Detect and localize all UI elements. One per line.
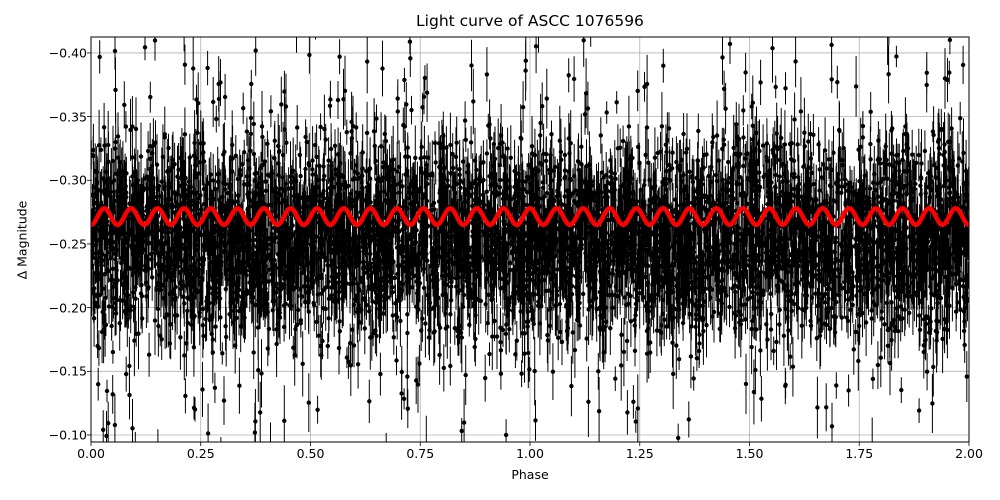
plot-frame — [90, 36, 970, 443]
y-tick-label: −0.35 — [48, 109, 87, 125]
model-curve — [91, 206, 969, 228]
x-tick-label: 1.00 — [516, 446, 544, 461]
x-tick-label: 0.00 — [77, 446, 105, 461]
y-tick-label: −0.20 — [48, 300, 87, 316]
y-tick-label: −0.40 — [48, 45, 87, 61]
data-points — [91, 37, 969, 442]
x-axis-label: Phase — [511, 467, 549, 482]
x-tick-label: 2.00 — [955, 446, 983, 461]
y-tick-label: −0.10 — [48, 427, 87, 443]
y-tick-label: −0.30 — [48, 172, 87, 188]
chart-title: Light curve of ASCC 1076596 — [416, 12, 644, 30]
x-tick-label: 0.75 — [406, 446, 435, 461]
x-tick-label: 0.50 — [296, 446, 325, 461]
y-tick-label: −0.25 — [48, 236, 87, 252]
y-axis-label: Δ Magnitude — [14, 200, 30, 280]
x-tick-label: 0.25 — [186, 446, 215, 461]
x-tick-label: 1.50 — [735, 446, 764, 461]
x-tick-label: 1.25 — [625, 446, 654, 461]
y-tick-label: −0.15 — [48, 363, 87, 379]
axis-ticks — [87, 52, 970, 446]
x-tick-label: 1.75 — [845, 446, 874, 461]
